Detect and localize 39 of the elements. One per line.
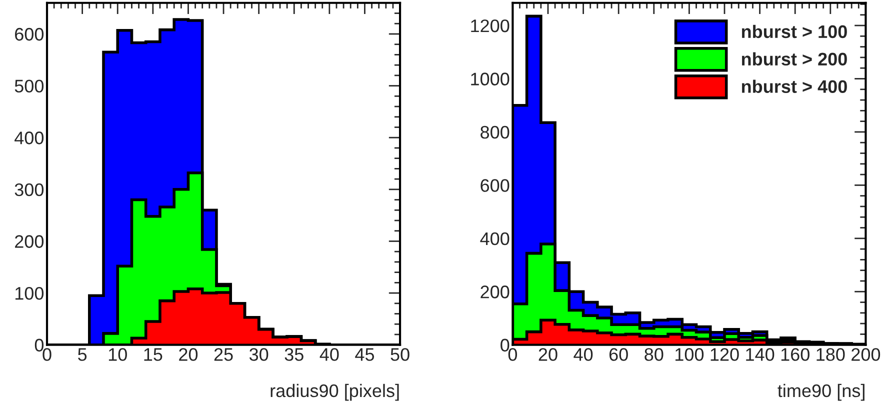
y-tick-label: 800: [480, 126, 510, 139]
y-tick-label: 300: [14, 183, 44, 196]
x-tick-label: 160: [781, 348, 810, 361]
x-axis-title: time90 [ns]: [778, 384, 864, 401]
x-tick-label: 60: [609, 348, 628, 361]
y-tick-label: 0: [34, 338, 44, 352]
x-tick-label: 35: [284, 348, 304, 361]
x-tick-label: 140: [746, 348, 774, 361]
x-tick-label: 120: [710, 348, 739, 361]
y-tick-label: 0: [500, 338, 510, 352]
legend-label: nburst > 200: [742, 52, 847, 66]
y-tick-label: 200: [15, 235, 44, 248]
x-tick-label: 180: [816, 348, 845, 361]
y-tick-label: 400: [14, 132, 44, 144]
x-axis-title: radius90 [pixels]: [270, 384, 399, 401]
y-tick-label: 200: [480, 286, 510, 298]
y-tick-label: 600: [15, 28, 44, 41]
x-tick-label: 40: [320, 348, 339, 361]
x-tick-label: 100: [676, 348, 704, 361]
y-tick-label: 600: [480, 179, 510, 192]
x-tick-label: 15: [144, 348, 162, 361]
x-tick-label: 20: [538, 348, 558, 361]
x-tick-label: 10: [108, 348, 127, 361]
y-tick-label: 1000: [471, 72, 510, 86]
y-tick-label: 1200: [471, 19, 510, 32]
x-tick-label: 50: [390, 348, 410, 361]
x-tick-label: 45: [355, 348, 374, 361]
x-tick-label: 80: [644, 348, 664, 361]
y-tick-label: 500: [14, 80, 44, 93]
x-tick-label: 25: [214, 348, 233, 361]
legend-label: nburst > 400: [742, 80, 847, 93]
x-tick-label: 40: [574, 348, 593, 361]
x-tick-label: 200: [852, 348, 880, 361]
x-tick-label: 30: [249, 348, 268, 361]
y-tick-label: 100: [15, 286, 44, 300]
legend-label: nburst > 100: [742, 24, 847, 38]
x-tick-label: 20: [179, 348, 198, 361]
x-tick-label: 5: [78, 348, 87, 361]
y-tick-label: 400: [480, 232, 510, 246]
